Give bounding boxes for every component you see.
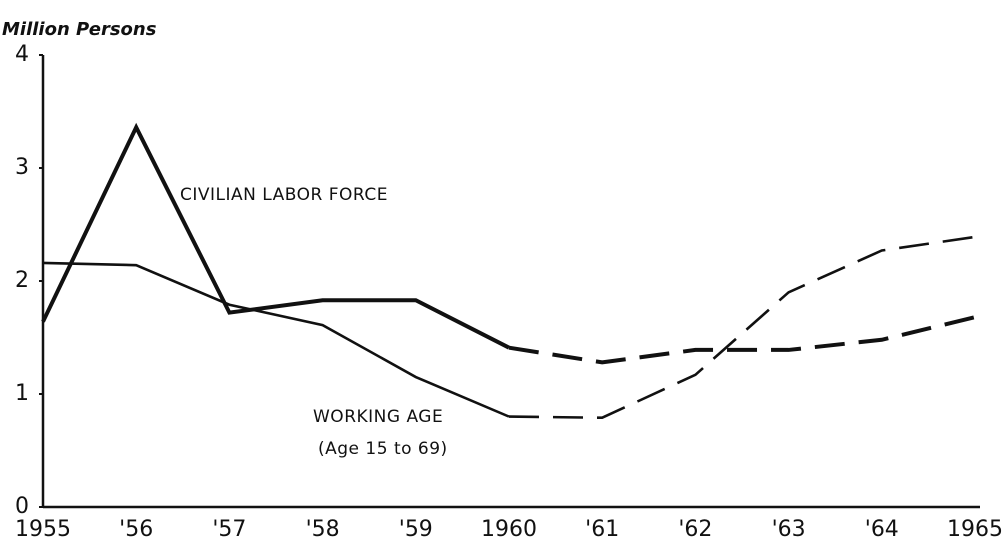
- x-tick-label: '63: [772, 517, 806, 542]
- y-tick-label: 3: [15, 155, 29, 180]
- x-tick-label: '58: [306, 517, 340, 542]
- series-label: WORKING AGE: [313, 407, 443, 427]
- y-axis-label: Million Persons: [2, 19, 157, 40]
- x-tick-label: '61: [585, 517, 619, 542]
- y-tick-label: 1: [15, 381, 29, 406]
- annotation: (Age 15 to 69): [318, 439, 448, 459]
- line: [508, 235, 976, 420]
- line: [508, 315, 976, 365]
- line: [41, 122, 510, 350]
- line: [42, 261, 510, 418]
- x-tick-label: 1960: [481, 517, 537, 542]
- series-label: CIVILIAN LABOR FORCE: [180, 185, 388, 205]
- x-tick-label: '59: [399, 517, 433, 542]
- x-tick-label: '64: [865, 517, 899, 542]
- x-tick-label: '62: [678, 517, 712, 542]
- y-tick-label: 4: [15, 42, 29, 67]
- x-tick-label: 1965: [947, 517, 1003, 542]
- x-tick-label: '57: [212, 517, 246, 542]
- x-tick-label: '56: [119, 517, 153, 542]
- x-tick-label: 1955: [15, 517, 71, 542]
- y-tick-label: 0: [15, 494, 29, 519]
- y-tick-label: 2: [15, 268, 29, 293]
